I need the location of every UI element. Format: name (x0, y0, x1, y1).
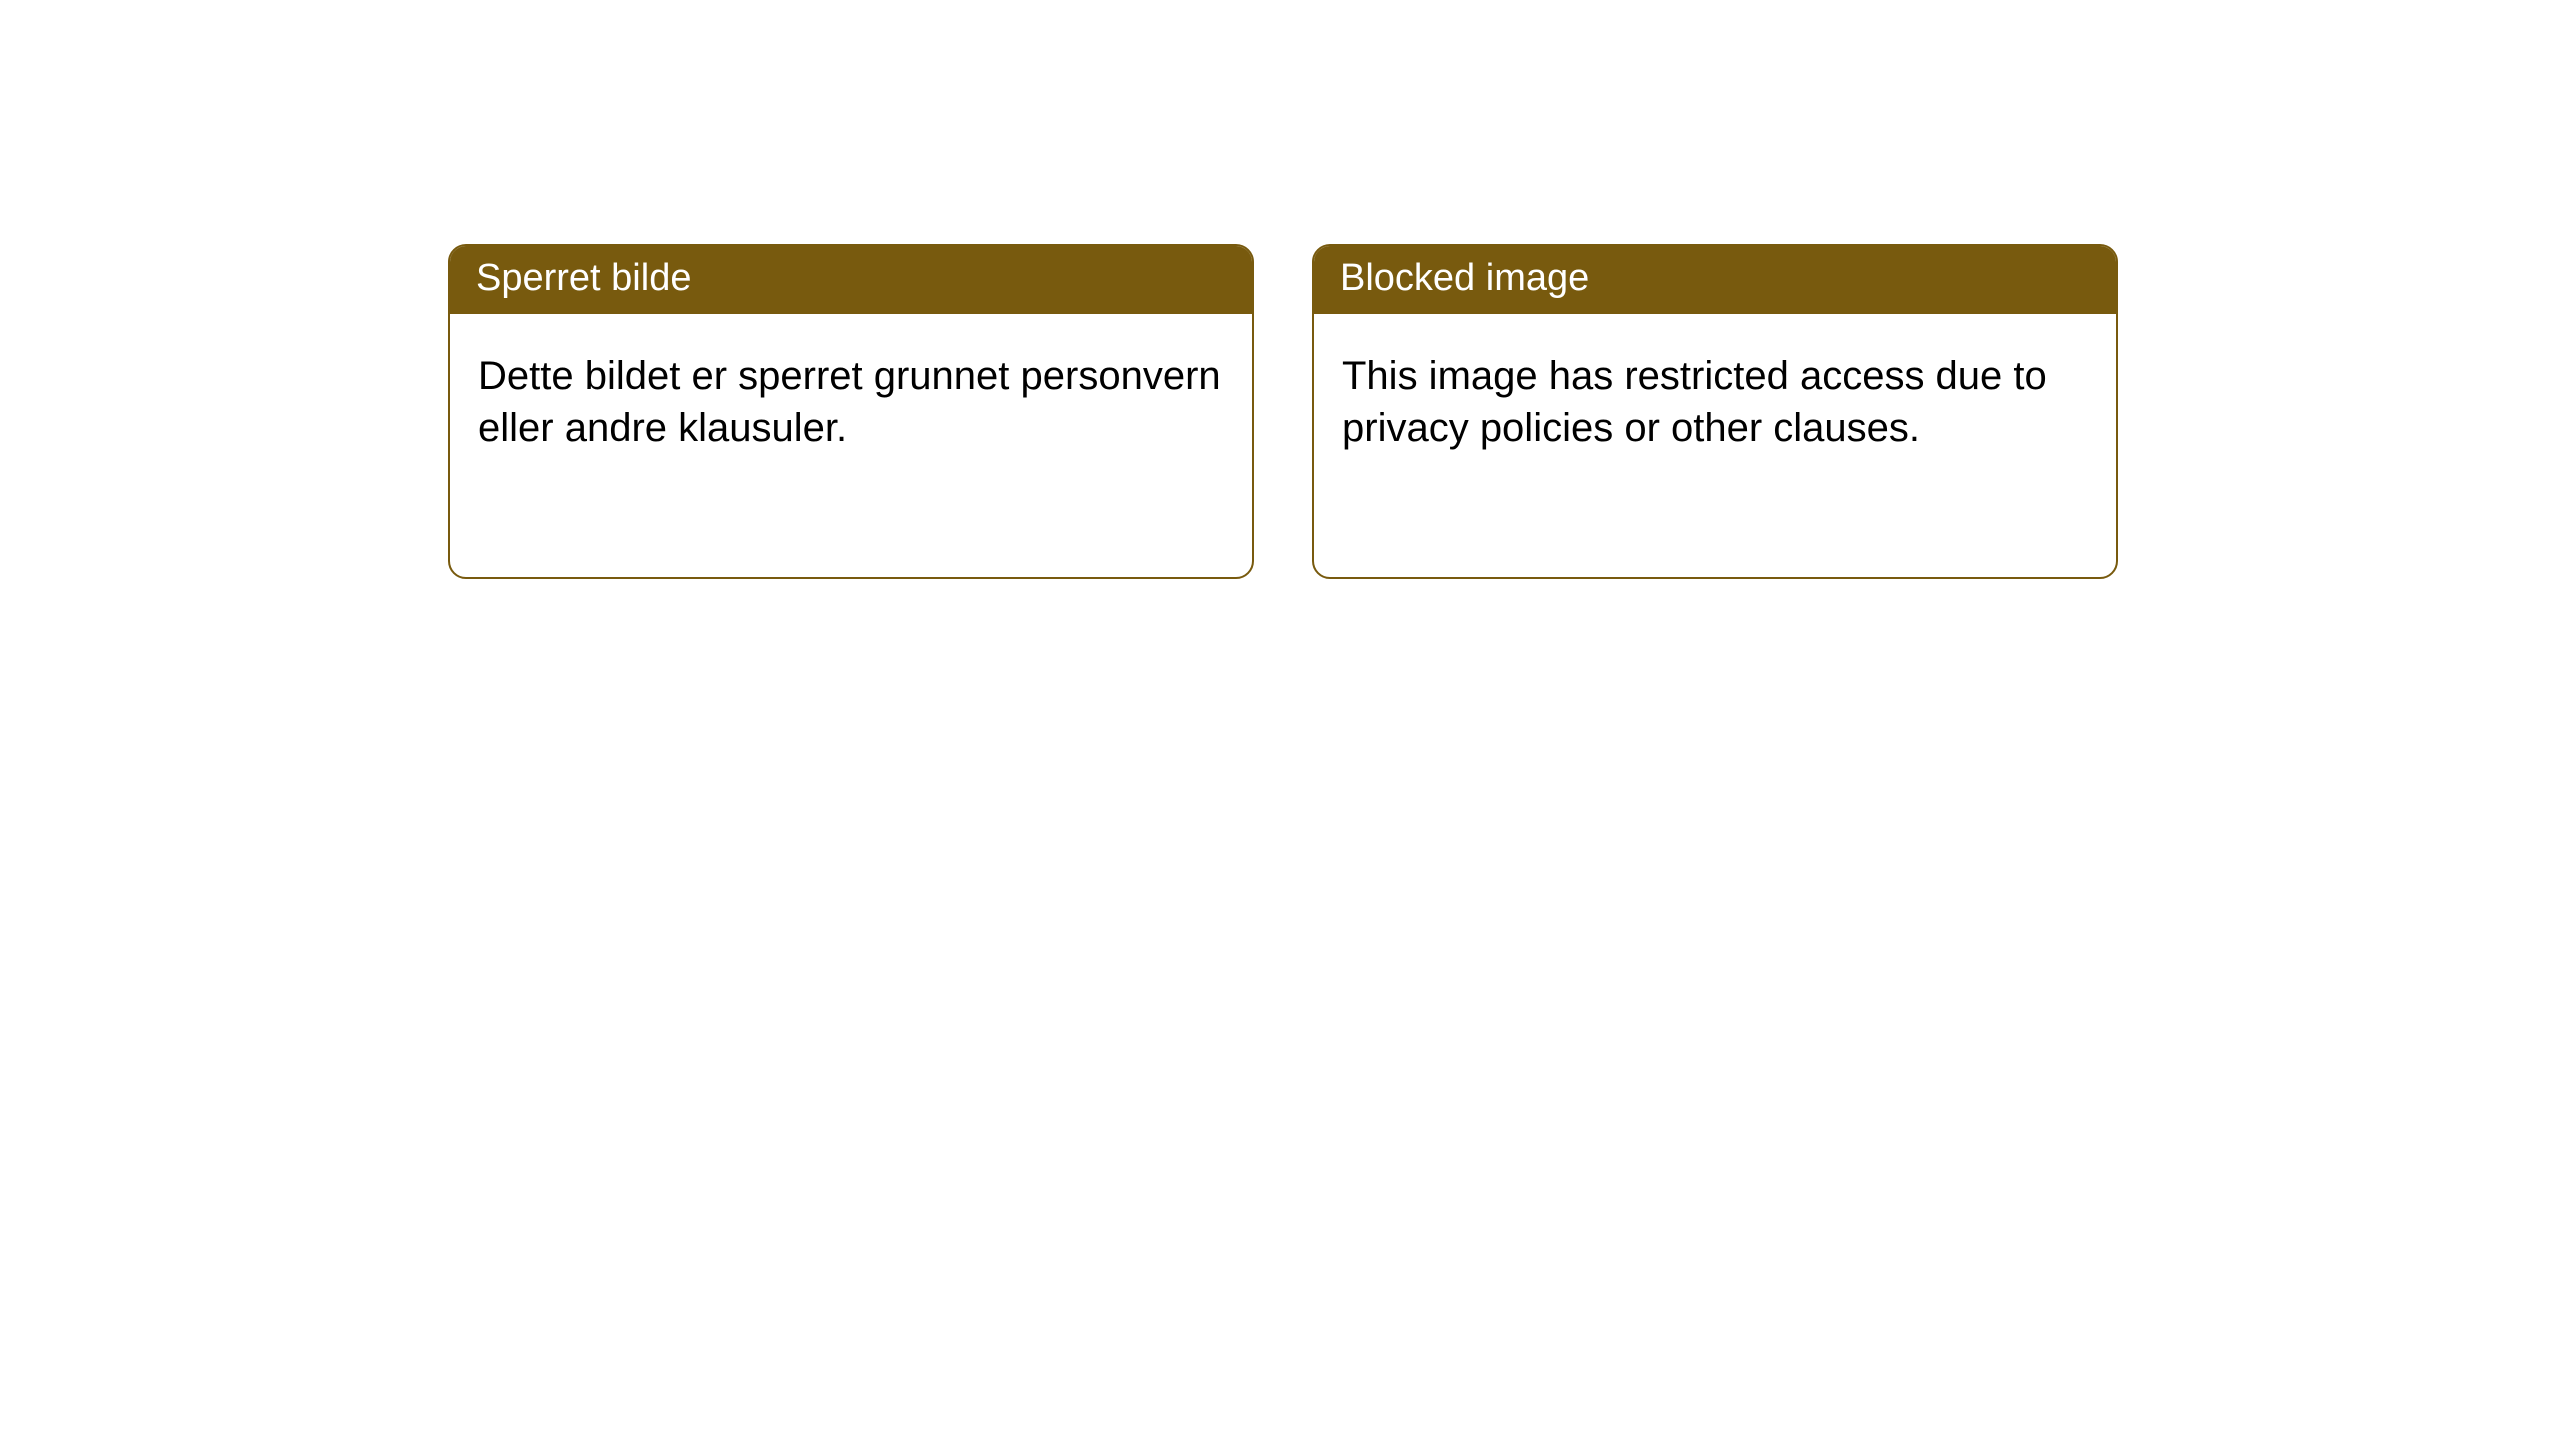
notice-card-norwegian: Sperret bilde Dette bildet er sperret gr… (448, 244, 1254, 579)
notice-card-english: Blocked image This image has restricted … (1312, 244, 2118, 579)
notice-card-body: This image has restricted access due to … (1314, 314, 2116, 492)
notice-card-body: Dette bildet er sperret grunnet personve… (450, 314, 1252, 492)
notice-card-header: Sperret bilde (450, 246, 1252, 314)
notice-cards-container: Sperret bilde Dette bildet er sperret gr… (0, 0, 2560, 579)
notice-card-header: Blocked image (1314, 246, 2116, 314)
